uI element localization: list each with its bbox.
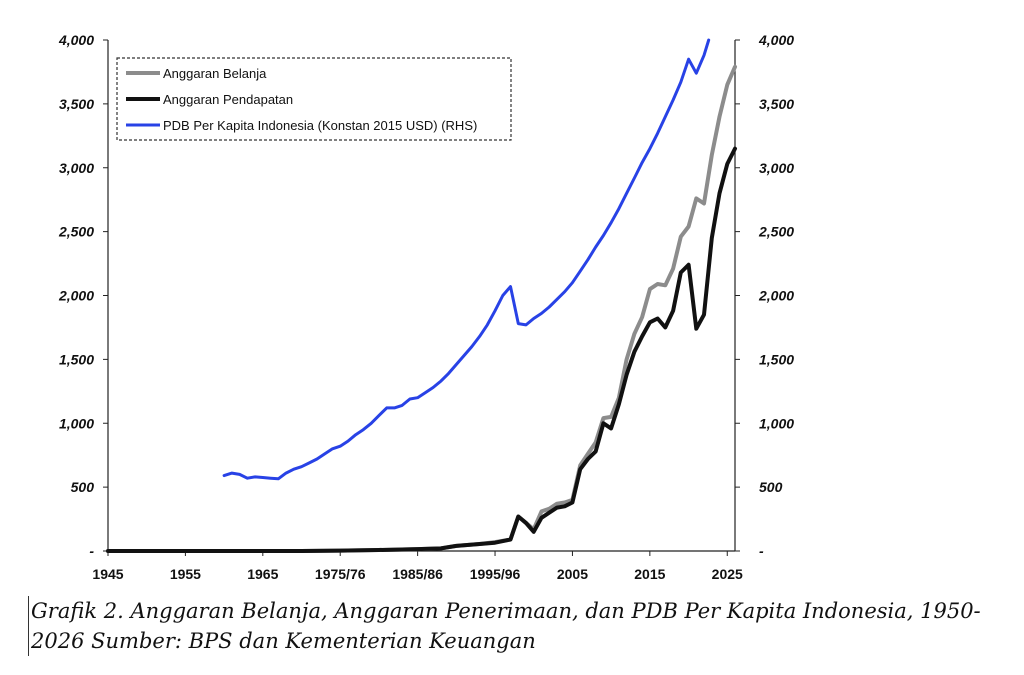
left-y-tick-label: 1,000 xyxy=(59,415,94,431)
right-y-tick-label: 1,500 xyxy=(759,351,794,367)
legend: Anggaran Belanja Anggaran Pendapatan PDB P… xyxy=(116,57,512,141)
legend-label: Anggaran Belanja xyxy=(163,66,267,81)
series-line-3 xyxy=(222,38,711,481)
right-y-tick-label: 500 xyxy=(759,479,783,495)
left-y-tick-label: - xyxy=(89,543,94,559)
dual-axis-line-chart: - 500 1,000 1,500 2,000 2,500 3,000 3,500 4,000 -… xyxy=(58,32,794,582)
x-tick-label: 1965 xyxy=(247,566,278,582)
left-y-tick-label: 2,000 xyxy=(58,288,94,304)
right-y-tick-label: 3,000 xyxy=(759,160,794,176)
axes: - 500 1,000 1,500 2,000 2,500 3,000 3,500 4,000 -… xyxy=(58,32,794,582)
left-y-tick-label: 3,000 xyxy=(59,160,94,176)
left-y-tick-label: 2,500 xyxy=(58,224,94,240)
x-tick-label: 2005 xyxy=(557,566,588,582)
left-y-tick-label: 1,500 xyxy=(59,351,94,367)
legend-label: PDB Per Kapita Indonesia (Konstan 2015 U… xyxy=(163,118,477,133)
x-tick-label: 2015 xyxy=(634,566,665,582)
right-y-tick-label: 4,000 xyxy=(758,32,794,48)
x-tick-label: 1995/96 xyxy=(470,566,521,582)
x-tick-label: 1955 xyxy=(170,566,201,582)
figure-caption: Grafik 2. Anggaran Belanja, Anggaran Pen… xyxy=(28,596,1011,656)
legend-box xyxy=(116,57,512,141)
x-tick-label: 2025 xyxy=(712,566,743,582)
legend-label: Anggaran Pendapatan xyxy=(163,92,293,107)
right-y-tick-label: 2,500 xyxy=(758,224,794,240)
x-tick-label: 1945 xyxy=(92,566,123,582)
left-y-tick-label: 4,000 xyxy=(58,32,94,48)
right-y-tick-label: 1,000 xyxy=(759,415,794,431)
x-tick-label: 1975/76 xyxy=(315,566,366,582)
left-y-tick-label: 500 xyxy=(71,479,95,495)
series-lines xyxy=(106,38,737,553)
right-y-tick-label: - xyxy=(759,543,764,559)
series-line-2 xyxy=(106,146,737,553)
right-y-tick-label: 2,000 xyxy=(758,288,794,304)
x-tick-label: 1985/86 xyxy=(392,566,443,582)
right-y-tick-label: 3,500 xyxy=(759,96,794,112)
left-y-tick-label: 3,500 xyxy=(59,96,94,112)
